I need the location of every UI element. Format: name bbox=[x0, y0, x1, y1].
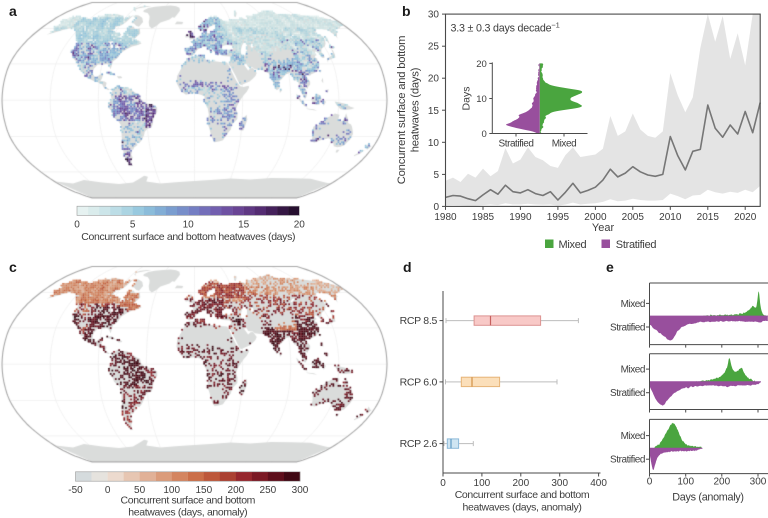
svg-text:10: 10 bbox=[476, 94, 487, 105]
svg-text:-50: -50 bbox=[68, 485, 83, 496]
svg-text:Stratified: Stratified bbox=[499, 139, 534, 150]
svg-text:5: 5 bbox=[130, 219, 136, 230]
svg-text:Mixed: Mixed bbox=[552, 139, 576, 150]
svg-text:150: 150 bbox=[195, 485, 212, 496]
svg-text:300: 300 bbox=[750, 477, 767, 488]
svg-text:RCP 6.0: RCP 6.0 bbox=[400, 376, 438, 388]
svg-text:c: c bbox=[9, 259, 17, 275]
svg-text:20: 20 bbox=[428, 74, 440, 85]
svg-text:1980: 1980 bbox=[434, 212, 457, 223]
svg-text:Stratified: Stratified bbox=[610, 388, 645, 399]
svg-text:100: 100 bbox=[163, 485, 180, 496]
svg-text:30: 30 bbox=[428, 10, 440, 21]
svg-text:50: 50 bbox=[134, 485, 146, 496]
svg-text:heatwaves (days, anomaly): heatwaves (days, anomaly) bbox=[462, 502, 581, 514]
svg-text:5: 5 bbox=[433, 170, 439, 181]
svg-text:1990: 1990 bbox=[509, 212, 532, 223]
svg-text:300: 300 bbox=[292, 485, 309, 496]
svg-text:0: 0 bbox=[440, 478, 446, 489]
svg-text:200: 200 bbox=[228, 485, 245, 496]
svg-text:Mixed: Mixed bbox=[621, 365, 645, 376]
svg-text:Mixed: Mixed bbox=[621, 431, 645, 442]
svg-text:2015: 2015 bbox=[697, 212, 720, 223]
svg-text:300: 300 bbox=[551, 478, 568, 489]
svg-text:10: 10 bbox=[428, 138, 440, 149]
svg-text:1985: 1985 bbox=[472, 212, 495, 223]
svg-text:Mixed: Mixed bbox=[559, 239, 587, 251]
svg-text:Mixed: Mixed bbox=[621, 299, 645, 310]
svg-text:25: 25 bbox=[428, 42, 440, 53]
svg-text:0: 0 bbox=[74, 219, 80, 230]
svg-text:100: 100 bbox=[474, 478, 491, 489]
svg-text:b: b bbox=[402, 3, 411, 19]
svg-text:RCP 8.5: RCP 8.5 bbox=[400, 315, 438, 327]
svg-text:15: 15 bbox=[428, 106, 440, 117]
svg-text:Stratified: Stratified bbox=[610, 455, 645, 466]
svg-text:Stratified: Stratified bbox=[610, 323, 645, 334]
svg-text:Days: Days bbox=[461, 87, 473, 111]
svg-text:Stratified: Stratified bbox=[616, 239, 657, 251]
svg-text:10: 10 bbox=[183, 219, 195, 230]
svg-text:1995: 1995 bbox=[547, 212, 570, 223]
svg-text:0: 0 bbox=[482, 129, 487, 140]
svg-text:200: 200 bbox=[512, 478, 529, 489]
svg-text:Concurrent surface and bottom: Concurrent surface and bottom bbox=[120, 495, 255, 507]
svg-text:heatwaves (days): heatwaves (days) bbox=[410, 67, 422, 152]
svg-text:0: 0 bbox=[433, 202, 439, 213]
svg-text:a: a bbox=[9, 3, 17, 19]
svg-text:250: 250 bbox=[260, 485, 277, 496]
svg-text:400: 400 bbox=[590, 478, 607, 489]
svg-text:20: 20 bbox=[294, 219, 306, 230]
svg-text:d: d bbox=[403, 259, 412, 275]
svg-text:Concurrent surface and bottom: Concurrent surface and bottom bbox=[455, 489, 590, 501]
svg-text:2010: 2010 bbox=[659, 212, 682, 223]
svg-text:0: 0 bbox=[647, 477, 653, 488]
svg-text:0: 0 bbox=[105, 485, 111, 496]
svg-text:RCP 2.6: RCP 2.6 bbox=[400, 438, 438, 450]
svg-text:2020: 2020 bbox=[734, 212, 757, 223]
svg-text:2000: 2000 bbox=[584, 212, 607, 223]
svg-text:Days (anomaly): Days (anomaly) bbox=[672, 492, 743, 504]
svg-text:e: e bbox=[606, 259, 614, 275]
svg-text:Concurrent surface and bottom: Concurrent surface and bottom heatwaves … bbox=[81, 231, 295, 243]
svg-text:20: 20 bbox=[476, 59, 487, 70]
svg-text:2005: 2005 bbox=[622, 212, 645, 223]
svg-text:Year: Year bbox=[592, 222, 615, 234]
svg-text:Concurrent surface and bottom: Concurrent surface and bottom bbox=[396, 36, 408, 184]
svg-text:3.3 ± 0.3 days decade−1: 3.3 ± 0.3 days decade−1 bbox=[451, 21, 560, 35]
svg-text:200: 200 bbox=[713, 477, 730, 488]
svg-text:100: 100 bbox=[677, 477, 694, 488]
svg-text:heatwaves (days, anomaly): heatwaves (days, anomaly) bbox=[128, 507, 247, 518]
svg-text:15: 15 bbox=[238, 219, 250, 230]
